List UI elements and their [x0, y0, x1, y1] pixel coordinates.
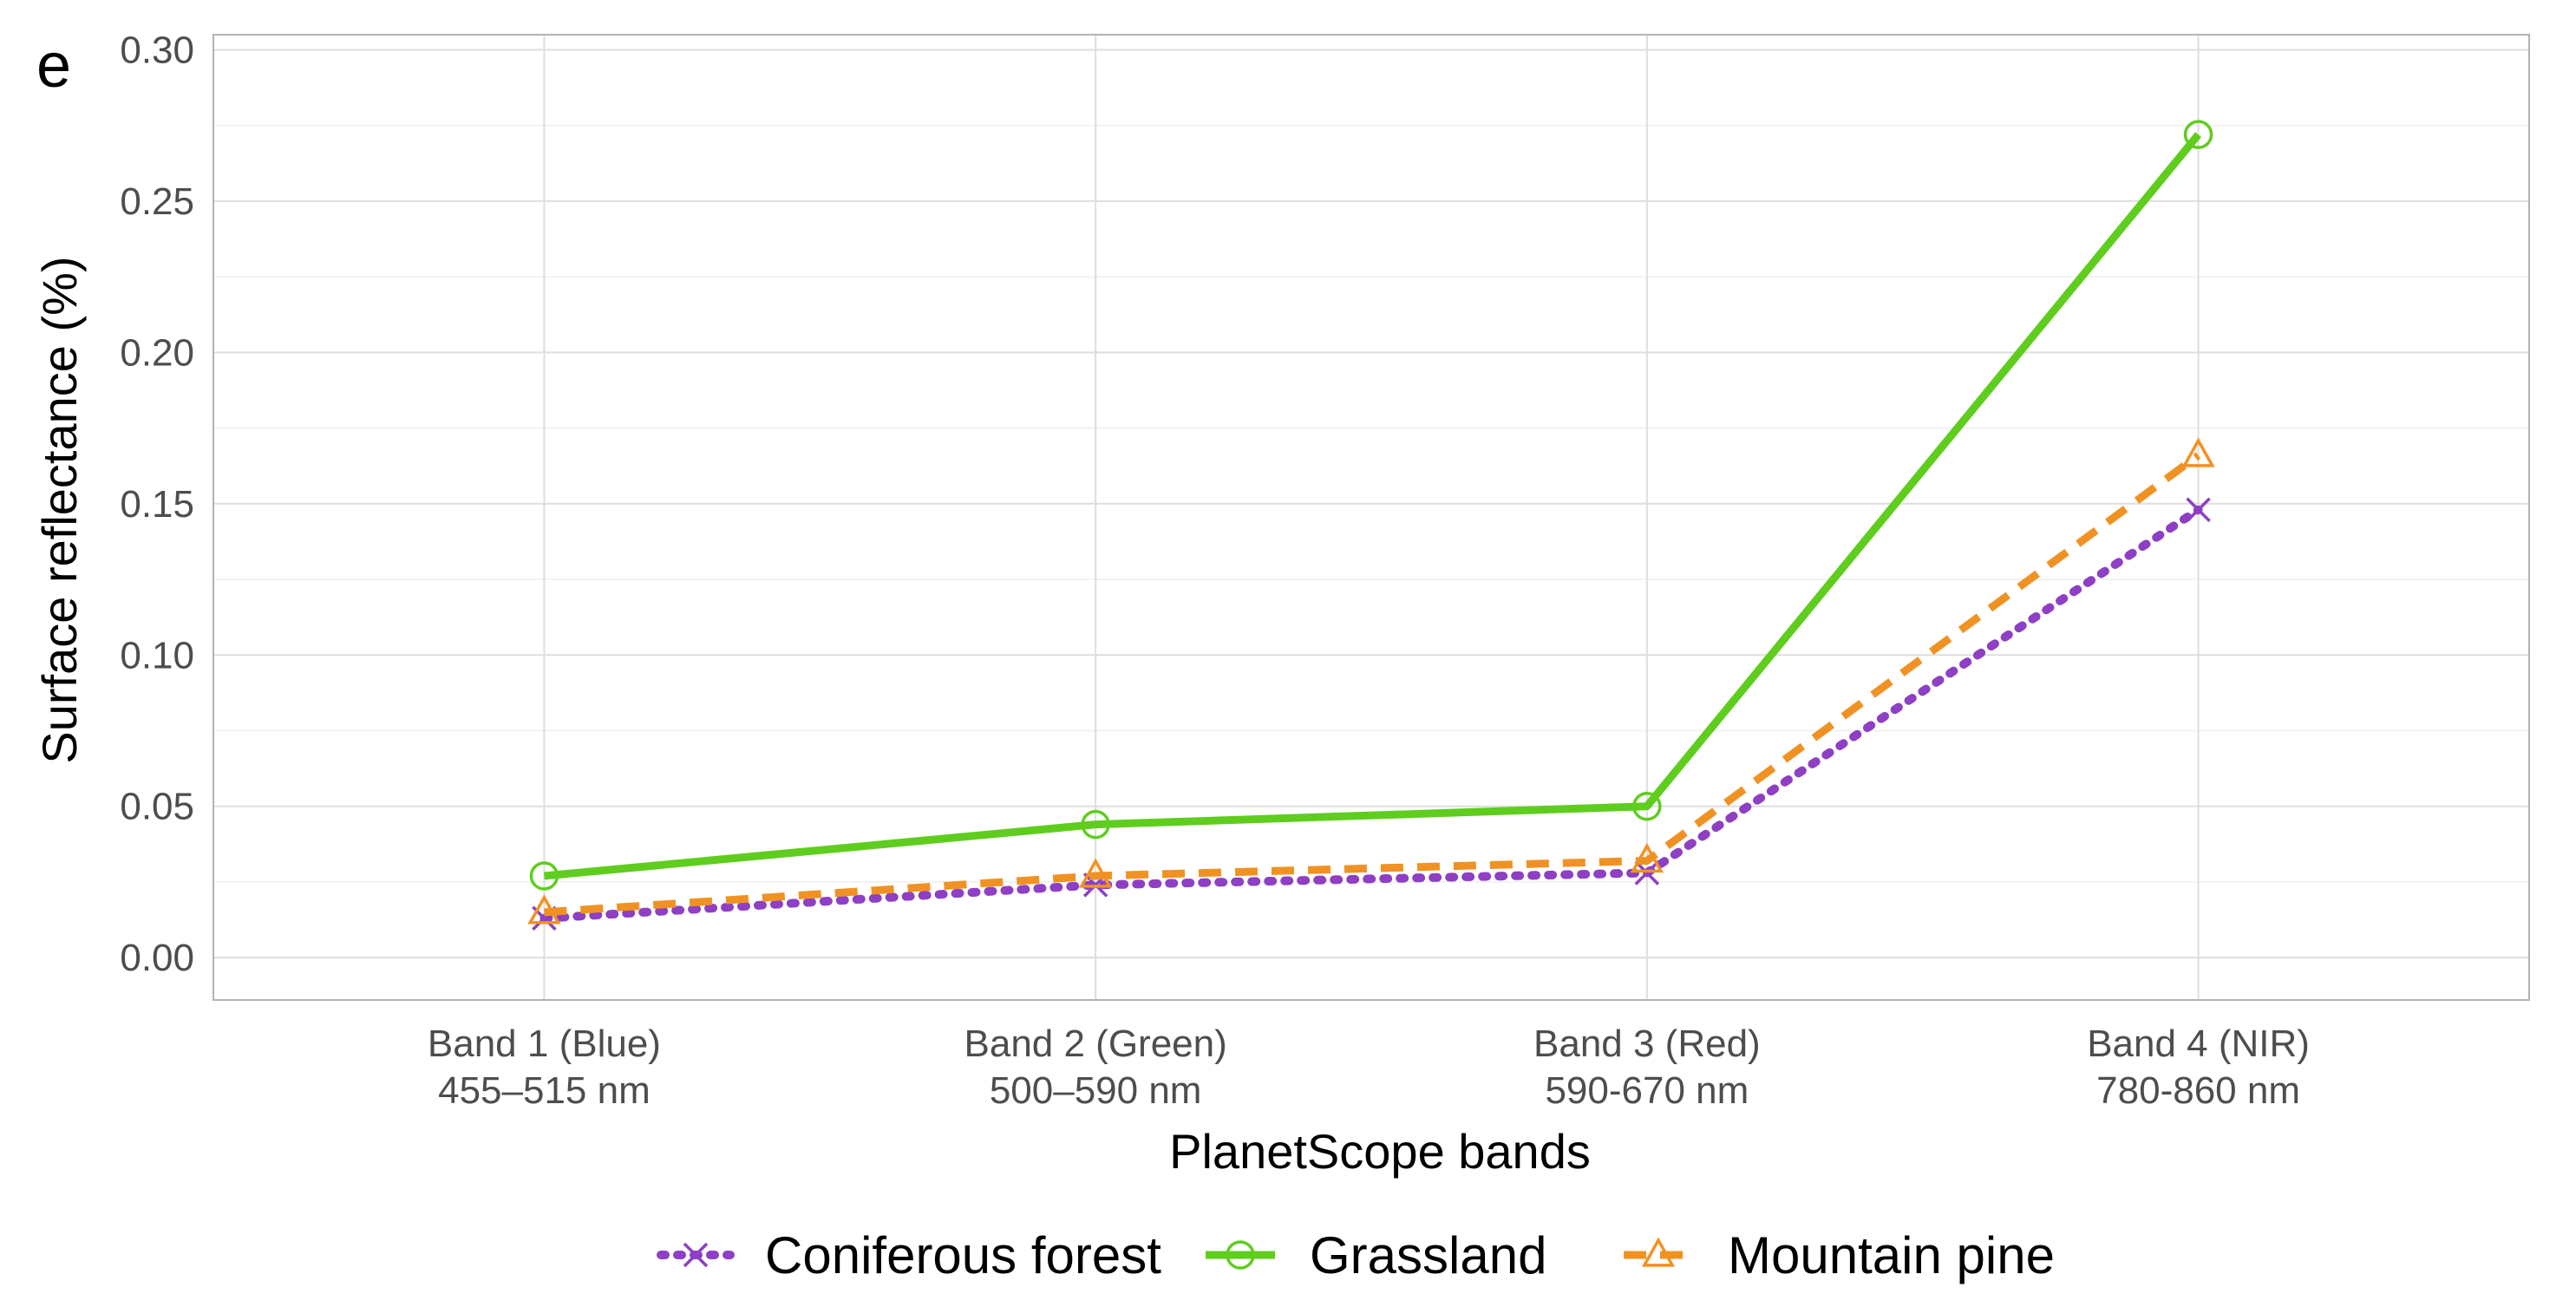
plot-panel-border: [212, 34, 2530, 1001]
mountain-pine-point: [2181, 437, 2215, 467]
mountain-pine-point: [1079, 858, 1113, 888]
y-axis-title: Surface reflectance (%): [32, 256, 87, 763]
x-tick-label: Band 4 (NIR): [2087, 1023, 2310, 1065]
series-lines: [527, 120, 2215, 931]
gridlines: [213, 35, 2529, 1000]
coniferous-forest-line: [539, 505, 2203, 923]
y-tick-label: 0.30: [120, 29, 194, 71]
coniferous-forest-point: [2186, 497, 2211, 523]
grassland-point: [1081, 809, 1110, 840]
series-mountain-pine: [527, 437, 2215, 925]
x-tick-label: 590-670 nm: [1545, 1069, 1749, 1112]
grassland-line: [544, 132, 2202, 880]
x-axis-title: PlanetScope bands: [1169, 1124, 1591, 1179]
mountain-pine-point: [1630, 842, 1664, 873]
series-coniferous-forest: [532, 497, 2211, 931]
x-tick-label: Band 1 (Blue): [428, 1023, 661, 1065]
y-tick-label: 0.05: [120, 786, 194, 828]
legend-label: Mountain pine: [1728, 1226, 2055, 1284]
x-tick-label: 455–515 nm: [438, 1069, 651, 1112]
axis-tick-labels: 0.00 0.05 0.10 0.15 0.20 0.25 0.30 Band 1 (Blue…: [120, 29, 2310, 1112]
panel-label: e: [36, 31, 71, 101]
series-grassland: [529, 120, 2213, 891]
x-tick-label: Band 3 (Red): [1533, 1023, 1761, 1065]
x-tick-label: 780-860 nm: [2096, 1069, 2300, 1112]
y-tick-label: 0.15: [120, 483, 194, 526]
grassland-point: [529, 861, 559, 891]
legend-item-coniferous-forest: Coniferous forest: [657, 1226, 1161, 1284]
mountain-pine-line: [544, 452, 2201, 917]
grassland-point: [2183, 120, 2213, 149]
legend-key-marker: [1641, 1237, 1676, 1267]
y-tick-label: 0.20: [120, 331, 194, 374]
x-tick-label: 500–590 nm: [990, 1069, 1202, 1112]
mountain-pine-point: [527, 894, 561, 925]
legend-item-grassland: Grassland: [1206, 1226, 1546, 1284]
x-tick-label: Band 2 (Green): [964, 1023, 1227, 1065]
coniferous-forest-point: [1634, 860, 1660, 885]
legend: Coniferous forest Grassland Mountain pine: [657, 1226, 2055, 1284]
y-tick-label: 0.25: [120, 180, 194, 223]
y-tick-label: 0.10: [120, 634, 194, 676]
grassland-point: [1632, 791, 1662, 821]
legend-key-marker: [1226, 1240, 1255, 1270]
y-tick-label: 0.00: [120, 937, 194, 979]
legend-key-marker: [683, 1242, 709, 1268]
legend-item-mountain-pine: Mountain pine: [1624, 1226, 2055, 1284]
legend-label: Coniferous forest: [765, 1226, 1161, 1284]
legend-label: Grassland: [1310, 1226, 1546, 1284]
